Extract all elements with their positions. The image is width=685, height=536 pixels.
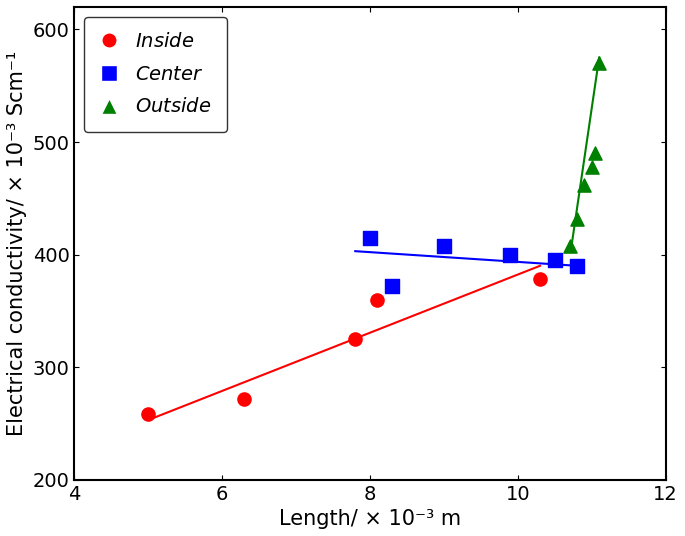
Point: [364, 233, 375, 242]
Point: [571, 214, 582, 223]
Point: [438, 241, 449, 250]
Point: [350, 334, 361, 343]
Point: [586, 162, 597, 171]
Legend: $\it{Inside}$, $\it{Center}$, $\it{Outside}$: $\it{Inside}$, $\it{Center}$, $\it{Outsi…: [84, 17, 227, 132]
X-axis label: Length/ × 10⁻³ m: Length/ × 10⁻³ m: [279, 509, 461, 529]
Point: [549, 256, 560, 264]
Point: [571, 262, 582, 270]
Point: [579, 181, 590, 189]
Point: [239, 394, 250, 403]
Point: [534, 275, 545, 284]
Point: [372, 295, 383, 304]
Point: [505, 250, 516, 259]
Point: [387, 282, 398, 291]
Point: [594, 59, 605, 68]
Y-axis label: Electrical conductivity/ × 10⁻³ Scm⁻¹: Electrical conductivity/ × 10⁻³ Scm⁻¹: [7, 51, 27, 436]
Point: [564, 241, 575, 250]
Point: [142, 410, 153, 419]
Point: [590, 149, 601, 158]
